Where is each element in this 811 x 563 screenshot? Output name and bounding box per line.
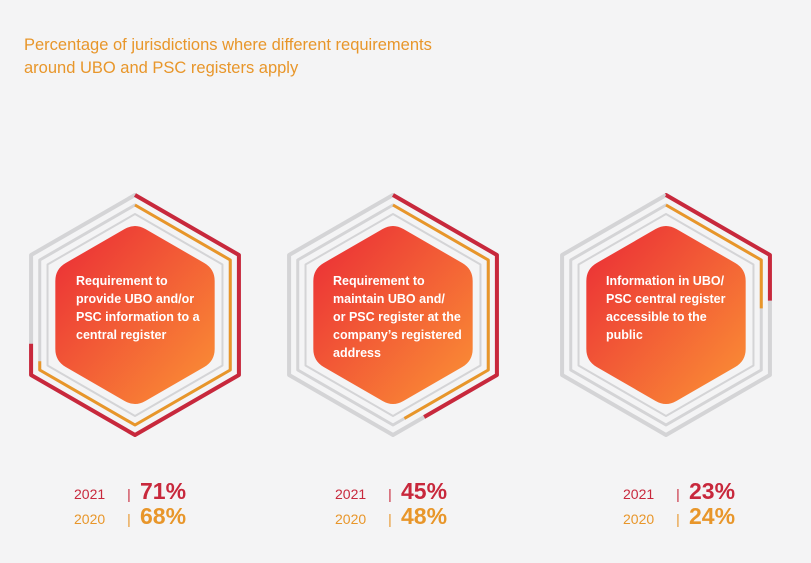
stat-row-2021: 2021 | 23%: [623, 478, 811, 504]
hexagon-graphic: [287, 193, 499, 437]
separator: |: [388, 486, 392, 502]
year-label: 2021: [74, 486, 106, 502]
stats-block: 2021 | 23% 2020 | 24%: [623, 478, 811, 529]
hexagon-label: Requirement to provide UBO and/or PSC in…: [76, 272, 216, 344]
hexagon-panel: Requirement to provide UBO and/or PSC in…: [15, 193, 255, 437]
stat-row-2021: 2021 | 45%: [335, 478, 535, 504]
hexagon-panel: Requirement to maintain UBO and/ or PSC …: [273, 193, 513, 437]
ring-value-2021: [287, 193, 499, 437]
label-line: provide UBO and/or: [76, 292, 195, 306]
hexagon-graphic: [560, 193, 772, 437]
value-2021: 71%: [140, 478, 187, 504]
label-line: maintain UBO and/: [333, 292, 445, 306]
year-label: 2021: [335, 486, 367, 502]
ring-value-2021: [560, 193, 772, 437]
label-line: Requirement to: [76, 274, 168, 288]
stats-block: 2021 | 71% 2020 | 68%: [74, 478, 274, 529]
label-line: PSC central register: [606, 292, 726, 306]
value-2020: 68%: [140, 503, 187, 529]
year-label: 2020: [623, 511, 655, 527]
label-line: accessible to the: [606, 310, 707, 324]
ring-value-2021: [29, 193, 241, 437]
hexagon-core: [55, 226, 215, 404]
stat-row-2020: 2020 | 48%: [335, 503, 535, 529]
ring-inner-track: [304, 213, 482, 417]
hexagon-panel: Information in UBO/ PSC central register…: [546, 193, 786, 437]
year-label: 2020: [335, 511, 367, 527]
stat-row-2020: 2020 | 24%: [623, 503, 811, 529]
hexagon-graphic: [29, 193, 241, 437]
stat-row-2020: 2020 | 68%: [74, 503, 274, 529]
value-2021: 45%: [401, 478, 448, 504]
hexagon-core: [313, 226, 473, 404]
separator: |: [127, 486, 131, 502]
year-label: 2020: [74, 511, 106, 527]
label-line: Requirement to: [333, 274, 425, 288]
label-line: or PSC register at the: [333, 310, 461, 324]
value-2020: 24%: [689, 503, 736, 529]
label-line: company’s registered: [333, 328, 462, 342]
value-2020: 48%: [401, 503, 448, 529]
chart-title: Percentage of jurisdictions where differ…: [24, 36, 432, 77]
separator: |: [676, 486, 680, 502]
ring-value-2020: [38, 203, 232, 427]
stat-row-2021: 2021 | 71%: [74, 478, 274, 504]
hexagon-core: [586, 226, 746, 404]
year-label: 2021: [623, 486, 655, 502]
ring-inner-track: [577, 213, 755, 417]
label-line: central register: [76, 328, 167, 342]
separator: |: [127, 511, 131, 527]
label-line: PSC information to a: [76, 310, 200, 324]
value-2021: 23%: [689, 478, 736, 504]
ring-inner-track: [46, 213, 224, 417]
ring-value-2020: [296, 203, 490, 427]
stats-block: 2021 | 45% 2020 | 48%: [335, 478, 535, 529]
label-line: Information in UBO/: [606, 274, 725, 288]
hexagon-label: Information in UBO/ PSC central register…: [606, 272, 751, 344]
ring-value-2020: [569, 203, 763, 427]
label-line: public: [606, 328, 643, 342]
separator: |: [388, 511, 392, 527]
hexagon-label: Requirement to maintain UBO and/ or PSC …: [333, 272, 478, 362]
label-line: address: [333, 346, 381, 360]
separator: |: [676, 511, 680, 527]
